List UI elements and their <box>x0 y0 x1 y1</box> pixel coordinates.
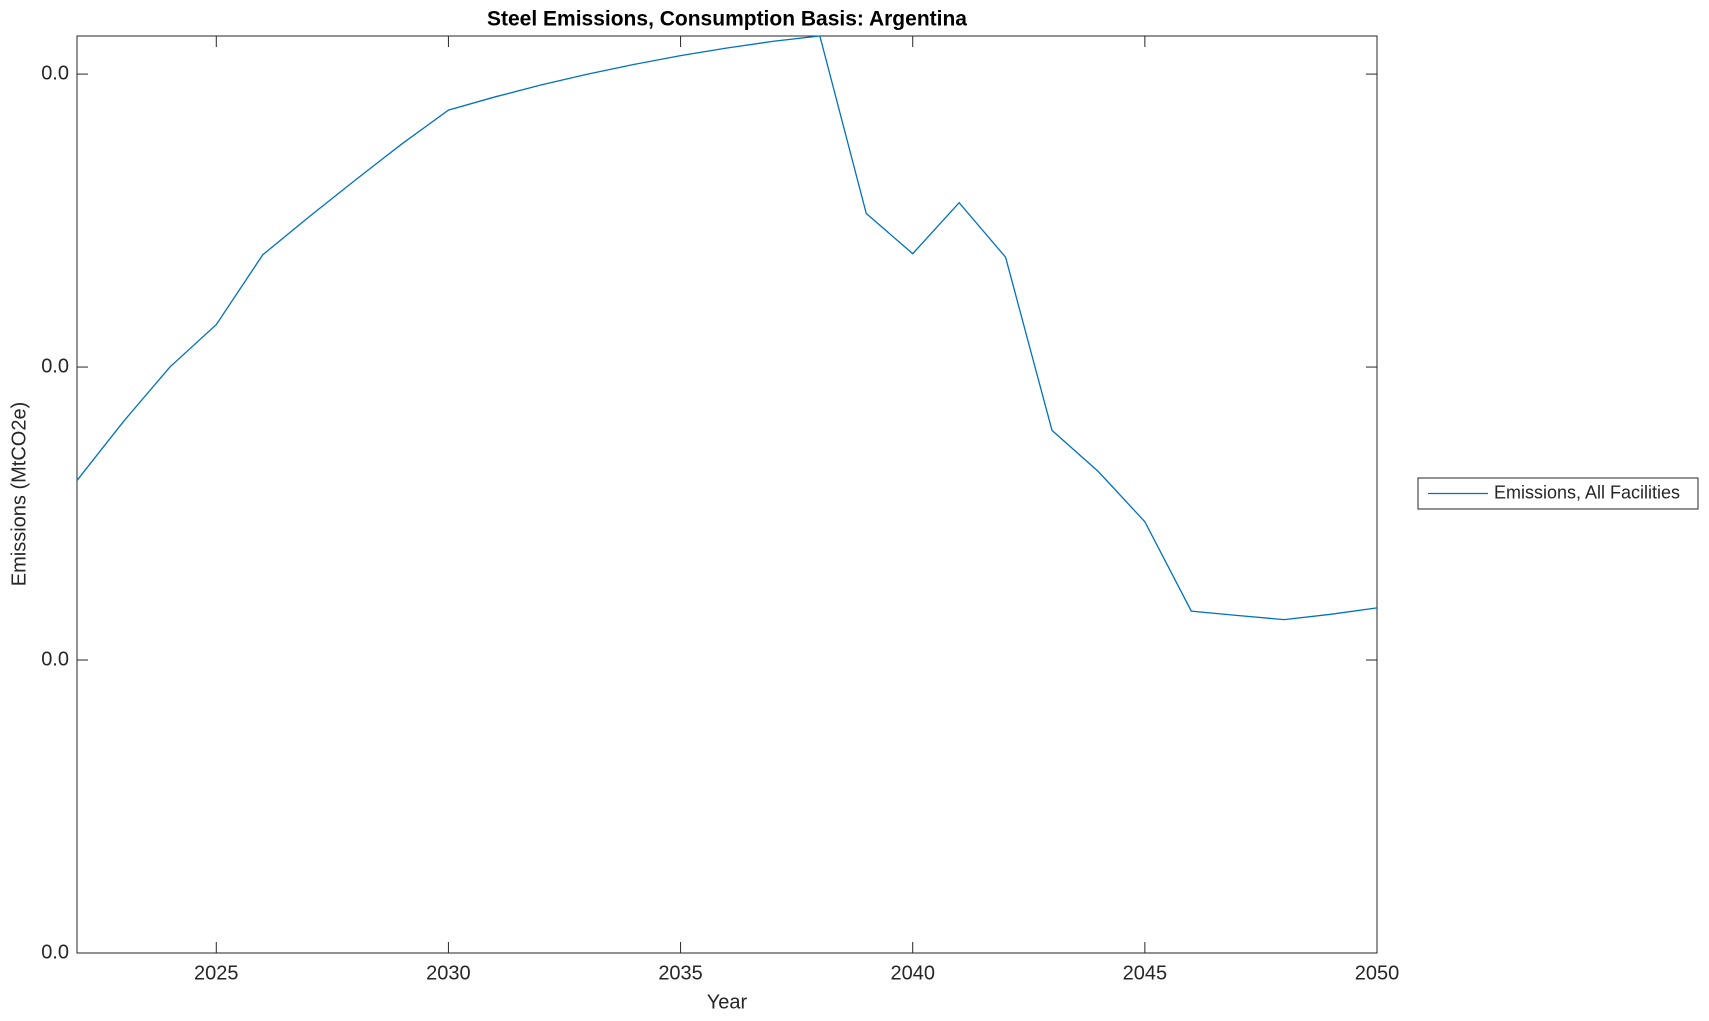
data-line <box>76 35 1378 621</box>
plot-box <box>76 35 1378 954</box>
legend-label: Emissions, All Facilities <box>1494 482 1680 502</box>
y-tick-label: 0.0 <box>41 355 69 377</box>
x-tick-label: 2025 <box>194 962 239 984</box>
x-tick-label: 2030 <box>426 962 471 984</box>
x-tick-label: 2035 <box>658 962 703 984</box>
x-tick-label: 2045 <box>1123 962 1168 984</box>
x-tick-label: 2050 <box>1355 962 1400 984</box>
x-tick-label: 2040 <box>890 962 935 984</box>
y-axis-label: Emissions (MtCO2e) <box>8 402 30 586</box>
chart-title: Steel Emissions, Consumption Basis: Arge… <box>487 8 967 31</box>
y-tick-label: 0.0 <box>41 941 69 963</box>
y-tick-label: 0.0 <box>41 648 69 670</box>
x-axis-label: Year <box>707 991 748 1013</box>
y-tick-label: 0.0 <box>41 62 69 84</box>
